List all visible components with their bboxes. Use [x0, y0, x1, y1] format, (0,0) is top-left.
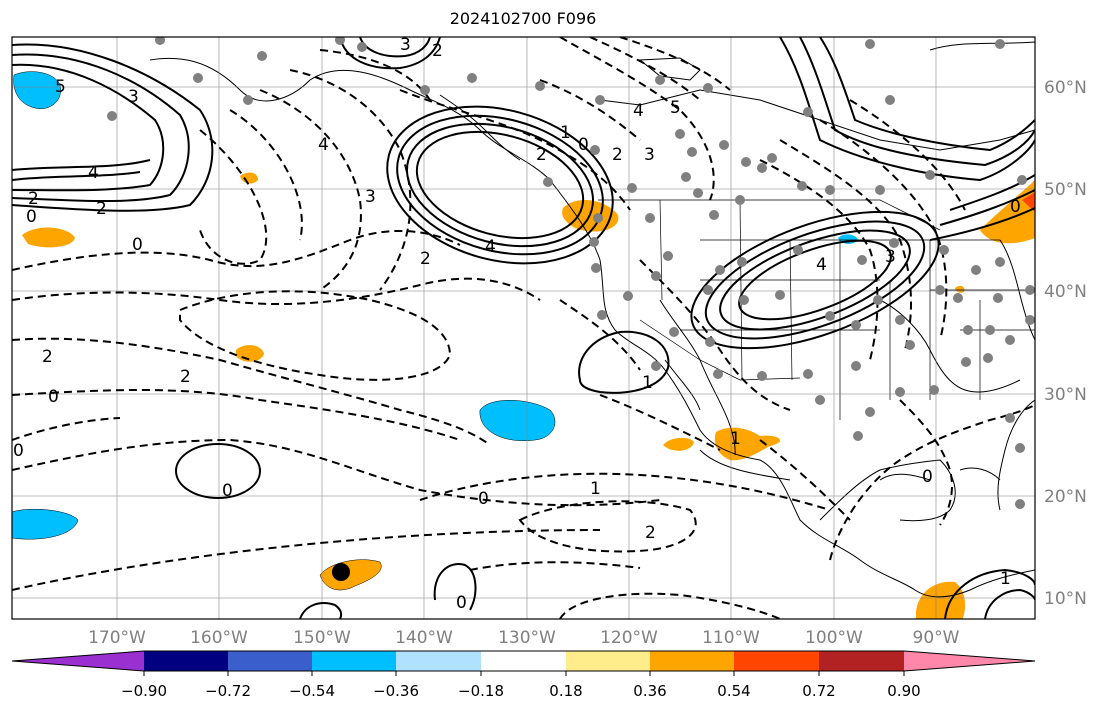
colorbar-segment — [144, 651, 228, 671]
contour-label: 2 — [42, 347, 53, 367]
lat-label: 10°N — [1044, 589, 1087, 609]
contour-label: 5 — [55, 77, 66, 97]
lon-label: 160°W — [190, 628, 248, 648]
contour-label: 4 — [318, 135, 329, 155]
orange-blob — [22, 227, 75, 248]
cyan-blob — [13, 71, 61, 110]
colorbar-tick: −0.90 — [121, 682, 167, 700]
colorbar: −0.90 −0.72 −0.54 −0.36 −0.18 0.18 0.36 … — [11, 650, 1036, 700]
contour-label: 2 — [432, 41, 443, 61]
contour-label: 1 — [730, 429, 741, 449]
cyan-blob — [12, 508, 79, 540]
colorbar-extend-low — [12, 651, 144, 671]
contour-label: 0 — [132, 235, 143, 255]
colorbar-extend-high — [904, 651, 1035, 671]
colorbar-segment — [396, 651, 481, 671]
contour-label: 2 — [180, 367, 191, 387]
orange-blob — [240, 172, 258, 184]
map-frame — [11, 36, 1036, 620]
lon-label: 120°W — [600, 628, 658, 648]
colorbar-segment — [566, 651, 650, 671]
contour-label: 3 — [400, 35, 411, 55]
contour-label: 2 — [420, 249, 431, 269]
lon-label: 170°W — [88, 628, 146, 648]
colorbar-segment — [650, 651, 734, 671]
contour-label: 3 — [644, 145, 655, 165]
contour-label: 0 — [1010, 197, 1021, 217]
contour-label: 0 — [456, 593, 467, 613]
lat-label: 40°N — [1044, 282, 1087, 302]
contour-label: 5 — [670, 98, 681, 118]
station-markers — [107, 37, 1035, 509]
contour-label: 0 — [48, 387, 59, 407]
lat-label: 60°N — [1044, 78, 1087, 98]
colorbar-tick: 0.18 — [549, 682, 582, 700]
lon-label: 110°W — [702, 628, 760, 648]
dashed-contours — [12, 37, 1035, 619]
colorbar-segment — [228, 651, 312, 671]
contour-label: 4 — [816, 255, 827, 275]
orange-blob — [916, 581, 965, 619]
contour-label: 0 — [578, 135, 589, 155]
colorbar-tick: −0.18 — [458, 682, 504, 700]
colorbar-tick: −0.54 — [289, 682, 335, 700]
map-title: 2024102700 F096 — [449, 9, 597, 28]
contour-label: 2 — [536, 145, 547, 165]
contour-label: 1 — [560, 123, 571, 143]
red-blob — [1022, 192, 1035, 212]
lon-label: 140°W — [395, 628, 453, 648]
shaded-anomalies — [12, 71, 1035, 619]
contour-label: 0 — [922, 467, 933, 487]
contour-label: 3 — [885, 247, 896, 267]
contour-label: 2 — [96, 199, 107, 219]
lat-label: 50°N — [1044, 180, 1087, 200]
contour-label: 3 — [128, 87, 139, 107]
map-area — [12, 37, 1035, 619]
contour-labels: 5 3 2 4 3 2 0 2 4 3 2 0 4 4 5 1 3 2 2 0 … — [13, 35, 1021, 613]
contour-label: 0 — [26, 207, 37, 227]
colorbar-tick: 0.54 — [717, 682, 750, 700]
colorbar-tick: −0.72 — [205, 682, 251, 700]
lon-label: 90°W — [913, 628, 960, 648]
contour-label: 0 — [13, 441, 24, 461]
contour-label: 4 — [485, 237, 496, 257]
contour-label: 4 — [633, 101, 644, 121]
lat-label: 20°N — [1044, 487, 1087, 507]
lat-label: 30°N — [1044, 385, 1087, 405]
contour-label: 3 — [365, 187, 376, 207]
lon-label: 130°W — [498, 628, 556, 648]
contour-label: 2 — [645, 523, 656, 543]
colorbar-segment — [312, 651, 396, 671]
contour-label: 2 — [612, 145, 623, 165]
solid-contours — [12, 37, 1035, 619]
lon-label: 100°W — [805, 628, 863, 648]
lon-label: 150°W — [293, 628, 351, 648]
cyan-blob — [479, 400, 556, 441]
storm-center-marker — [332, 563, 350, 581]
contour-label: 4 — [88, 163, 99, 183]
orange-blob — [663, 437, 694, 451]
contour-label: 1 — [1000, 569, 1011, 589]
contour-label: 1 — [590, 479, 601, 499]
lon-axis-labels: 170°W 160°W 150°W 140°W 130°W 120°W 110°… — [88, 628, 960, 648]
colorbar-segment — [481, 651, 566, 671]
colorbar-segment — [819, 651, 904, 671]
contour-label: 1 — [642, 373, 653, 393]
contour-label: 2 — [28, 189, 39, 209]
colorbar-tick: −0.36 — [373, 682, 419, 700]
colorbar-segment — [734, 651, 819, 671]
contour-label: 0 — [478, 489, 489, 509]
colorbar-tick: 0.90 — [887, 682, 920, 700]
colorbar-tick: 0.36 — [633, 682, 666, 700]
colorbar-tick: 0.72 — [802, 682, 835, 700]
lat-axis-labels: 60°N 50°N 40°N 30°N 20°N 10°N — [1044, 78, 1087, 609]
contour-label: 0 — [222, 481, 233, 501]
